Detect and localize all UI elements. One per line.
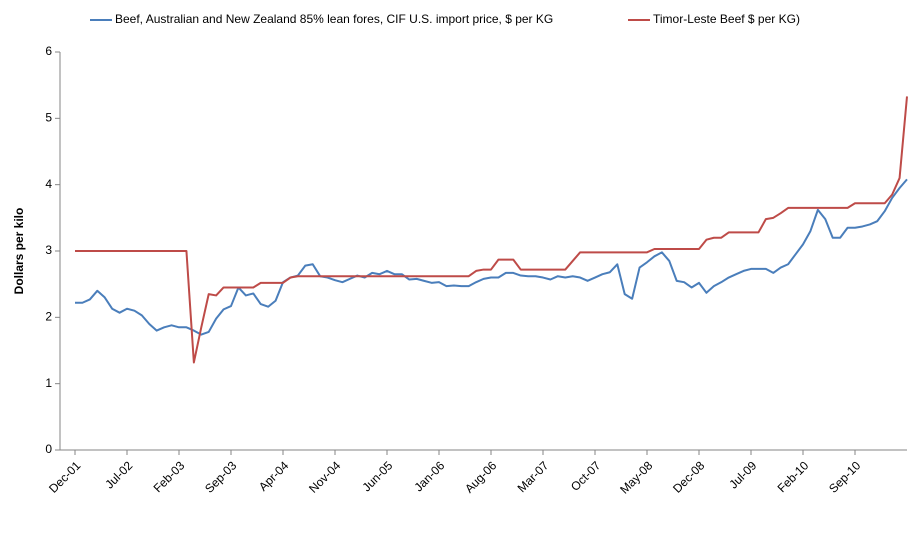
x-tick-label: Dec-08	[670, 458, 707, 495]
y-tick-label: 3	[45, 243, 52, 257]
x-tick-label: Jul-02	[102, 458, 135, 491]
x-tick-label: Dec-01	[46, 458, 83, 495]
x-tick-label: Sep-03	[202, 458, 239, 495]
x-tick-label: Oct-07	[568, 458, 604, 494]
x-tick-label: Sep-10	[826, 458, 863, 495]
y-axis-label: Dollars per kilo	[12, 208, 26, 295]
y-tick-label: 0	[45, 442, 52, 456]
x-tick-label: Feb-10	[775, 458, 812, 495]
x-tick-label: Mar-07	[515, 458, 552, 495]
legend-label: Beef, Australian and New Zealand 85% lea…	[115, 12, 553, 26]
y-tick-label: 4	[45, 177, 52, 191]
y-tick-label: 6	[45, 44, 52, 58]
legend-label: Timor-Leste Beef $ per KG)	[653, 12, 800, 26]
series-line	[75, 178, 908, 336]
x-tick-label: Feb-03	[151, 458, 188, 495]
x-tick-label: Aug-06	[462, 458, 499, 495]
y-tick-label: 1	[45, 376, 52, 390]
x-tick-label: Jan-06	[412, 458, 448, 494]
x-tick-label: Nov-04	[306, 458, 343, 495]
x-tick-label: Jun-05	[360, 458, 396, 494]
y-tick-label: 5	[45, 111, 52, 125]
y-tick-label: 2	[45, 310, 52, 324]
x-tick-label: Apr-04	[256, 458, 292, 494]
x-tick-label: Jul-09	[726, 458, 759, 491]
series-line	[75, 96, 908, 364]
x-tick-label: May-08	[617, 458, 655, 496]
